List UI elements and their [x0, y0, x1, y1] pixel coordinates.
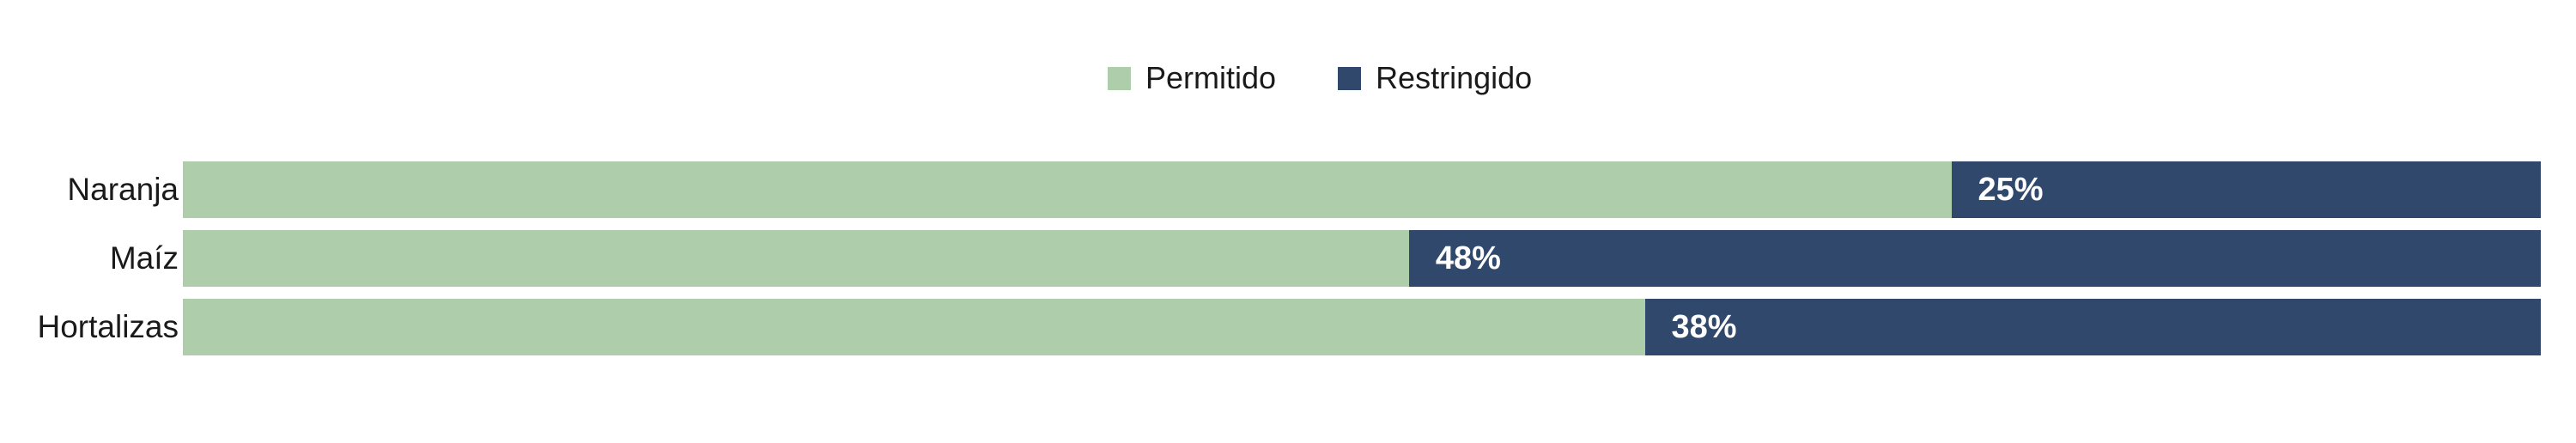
category-label: Naranja	[67, 172, 179, 207]
segment-value-label: 48%	[1435, 240, 1501, 276]
category-label: Maíz	[109, 240, 179, 276]
legend-label-restringido: Restringido	[1376, 60, 1533, 95]
bar-track: 38%	[183, 299, 2541, 355]
bar-track: 25%	[183, 161, 2541, 218]
bar-rows: Naranja 25% Maíz 48% Hortalizas 38%	[0, 161, 2576, 367]
segment-restringido: 38%	[1644, 299, 2541, 355]
bar-row-naranja: Naranja 25%	[0, 161, 2576, 218]
legend-item-restringido: Restringido	[1338, 60, 1532, 96]
legend-item-permitido: Permitido	[1108, 60, 1276, 96]
category-label: Hortalizas	[37, 309, 179, 344]
restringido-color-swatch	[1338, 66, 1362, 90]
segment-value-label: 25%	[1978, 171, 2044, 208]
legend-label-permitido: Permitido	[1145, 60, 1277, 95]
legend: Permitido Restringido	[1108, 60, 1532, 96]
segment-value-label: 38%	[1671, 308, 1737, 345]
segment-restringido: 48%	[1408, 230, 2541, 287]
bar-track: 48%	[183, 230, 2541, 287]
segment-restringido: 25%	[1951, 161, 2541, 218]
segment-permitido	[183, 161, 1952, 218]
segment-permitido	[183, 230, 1409, 287]
bar-row-hortalizas: Hortalizas 38%	[0, 299, 2576, 355]
segment-permitido	[183, 299, 1645, 355]
permitido-color-swatch	[1108, 66, 1131, 90]
bar-row-maiz: Maíz 48%	[0, 230, 2576, 287]
